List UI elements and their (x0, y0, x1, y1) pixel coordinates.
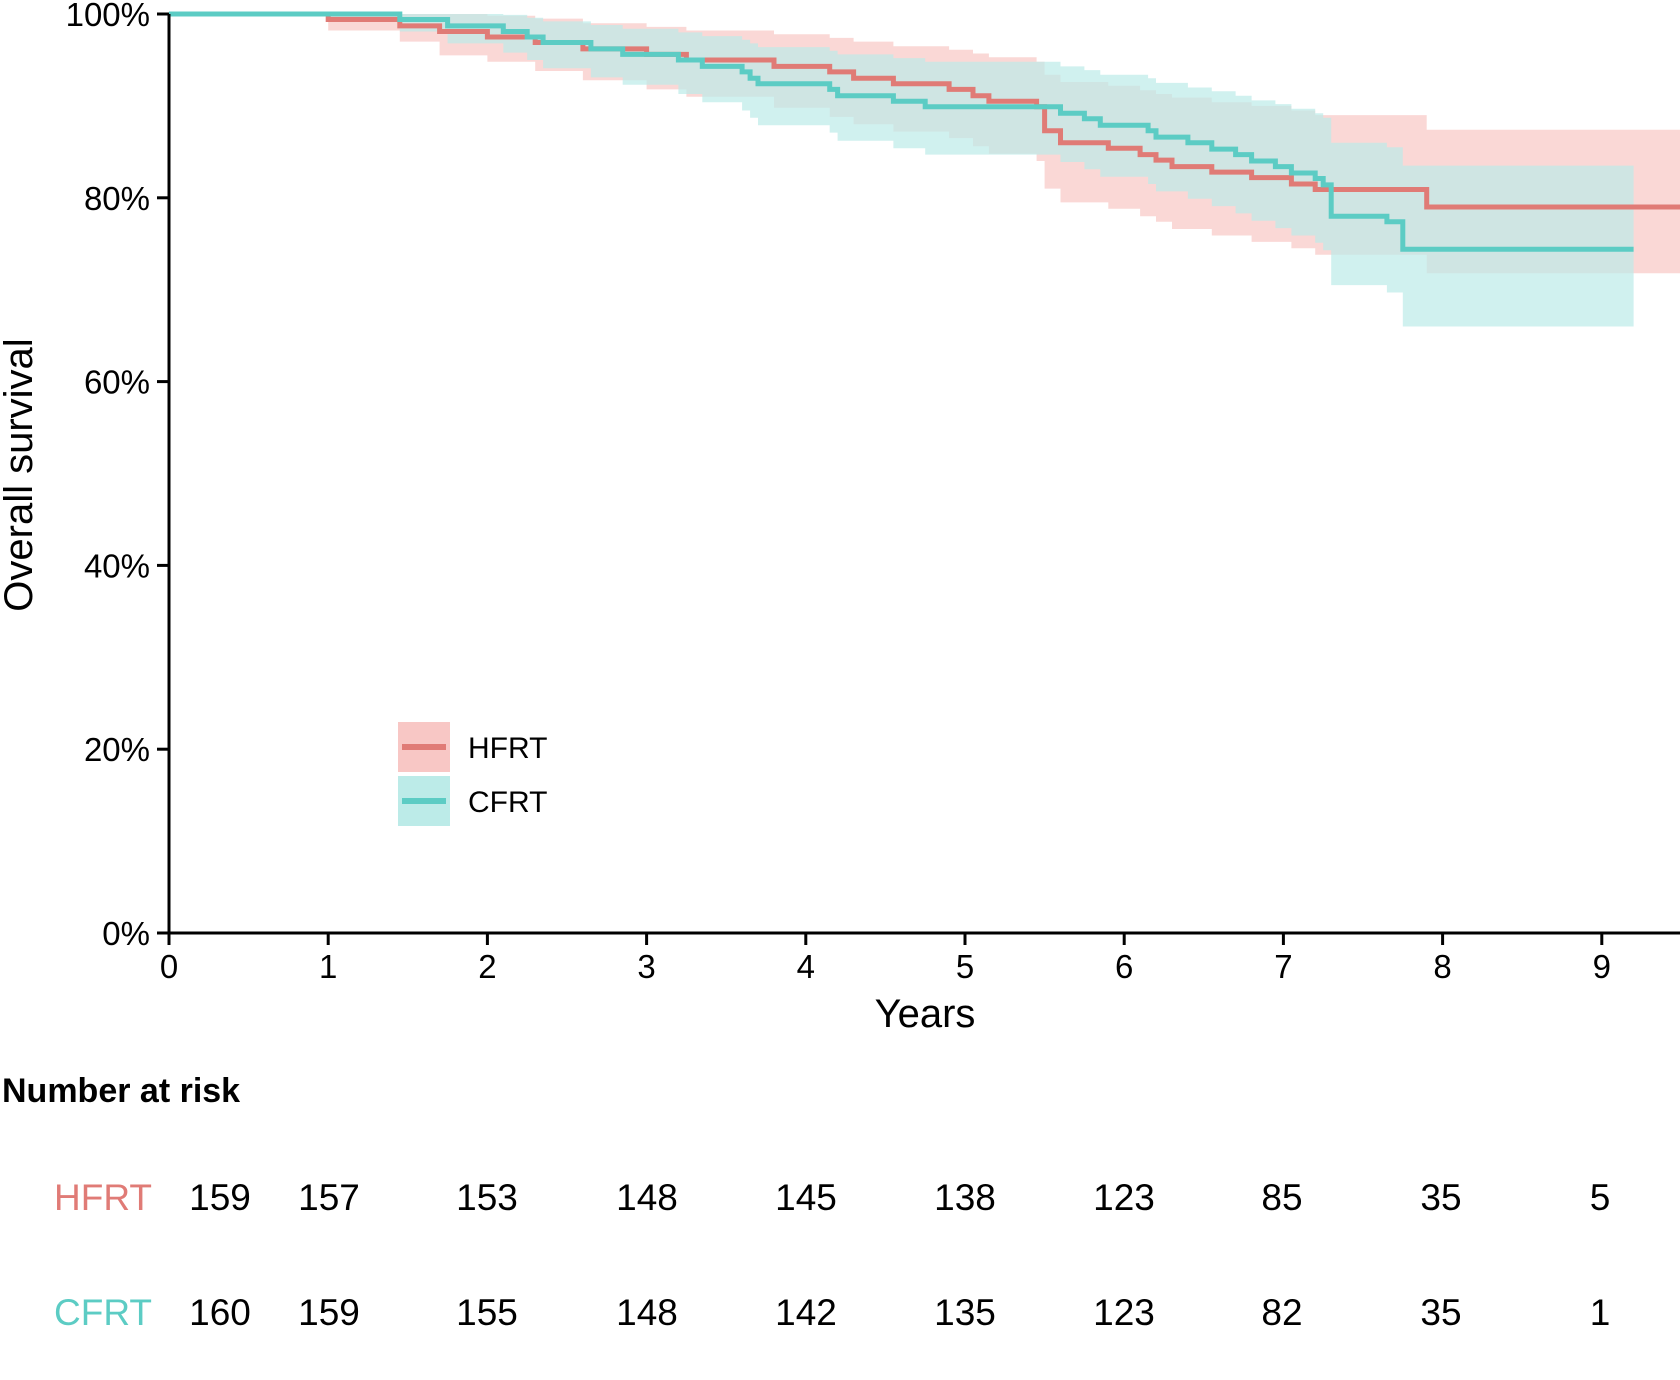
risk-value: 153 (456, 1177, 518, 1218)
risk-value: 82 (1261, 1292, 1302, 1333)
y-tick-label: 100% (66, 0, 150, 33)
y-tick-label: 60% (84, 364, 150, 401)
survival-line-cfrt (169, 11, 1634, 252)
y-tick-label: 40% (84, 547, 150, 584)
risk-table: Number at risk HFRT 159 157 153 148 145 138 123… (2, 1072, 1610, 1333)
risk-table-title: Number at risk (2, 1072, 240, 1110)
survival-curves (169, 11, 1680, 252)
risk-value: 5 (1590, 1177, 1611, 1218)
x-tick-label: 3 (637, 948, 655, 985)
y-axis-title: Overall survival (0, 338, 41, 611)
risk-value: 142 (775, 1292, 837, 1333)
risk-row-label-hfrt: HFRT (54, 1177, 152, 1218)
x-tick-label: 2 (478, 948, 496, 985)
risk-value: 123 (1093, 1177, 1155, 1218)
risk-value: 138 (934, 1177, 996, 1218)
legend-hfrt-label: HFRT (468, 732, 547, 765)
risk-value: 148 (616, 1292, 678, 1333)
risk-value: 157 (298, 1177, 360, 1218)
axes (167, 14, 1680, 935)
legend: HFRT CFRT (398, 722, 547, 826)
confidence-bands (169, 14, 1680, 327)
x-tick-label: 7 (1274, 948, 1292, 985)
x-axis-title: Years (875, 992, 976, 1036)
risk-value: 35 (1420, 1292, 1461, 1333)
x-tick-label: 9 (1593, 948, 1611, 985)
risk-value: 35 (1420, 1177, 1461, 1218)
risk-value: 155 (456, 1292, 518, 1333)
ci-band-cfrt (169, 14, 1634, 327)
risk-value: 159 (189, 1177, 251, 1218)
legend-cfrt-label: CFRT (468, 786, 547, 819)
y-tick-label: 80% (84, 180, 150, 217)
x-tick-label: 1 (319, 948, 337, 985)
risk-value: 123 (1093, 1292, 1155, 1333)
y-tick-label: 0% (102, 915, 150, 952)
risk-value: 148 (616, 1177, 678, 1218)
risk-value: 145 (775, 1177, 837, 1218)
x-tick-label: 5 (956, 948, 974, 985)
x-tick-label: 8 (1433, 948, 1451, 985)
risk-value: 160 (189, 1292, 251, 1333)
x-tick-label: 0 (160, 948, 178, 985)
risk-value: 85 (1261, 1177, 1302, 1218)
risk-value: 135 (934, 1292, 996, 1333)
y-tick-label: 20% (84, 731, 150, 768)
y-ticks: 0% 20% 40% 60% 80% 100% (66, 0, 169, 952)
risk-row-label-cfrt: CFRT (54, 1292, 152, 1333)
x-tick-label: 4 (797, 948, 815, 985)
x-ticks: 0 1 2 3 4 5 6 7 8 9 (160, 933, 1611, 985)
risk-value: 159 (298, 1292, 360, 1333)
x-tick-label: 6 (1115, 948, 1133, 985)
risk-value: 1 (1590, 1292, 1611, 1333)
